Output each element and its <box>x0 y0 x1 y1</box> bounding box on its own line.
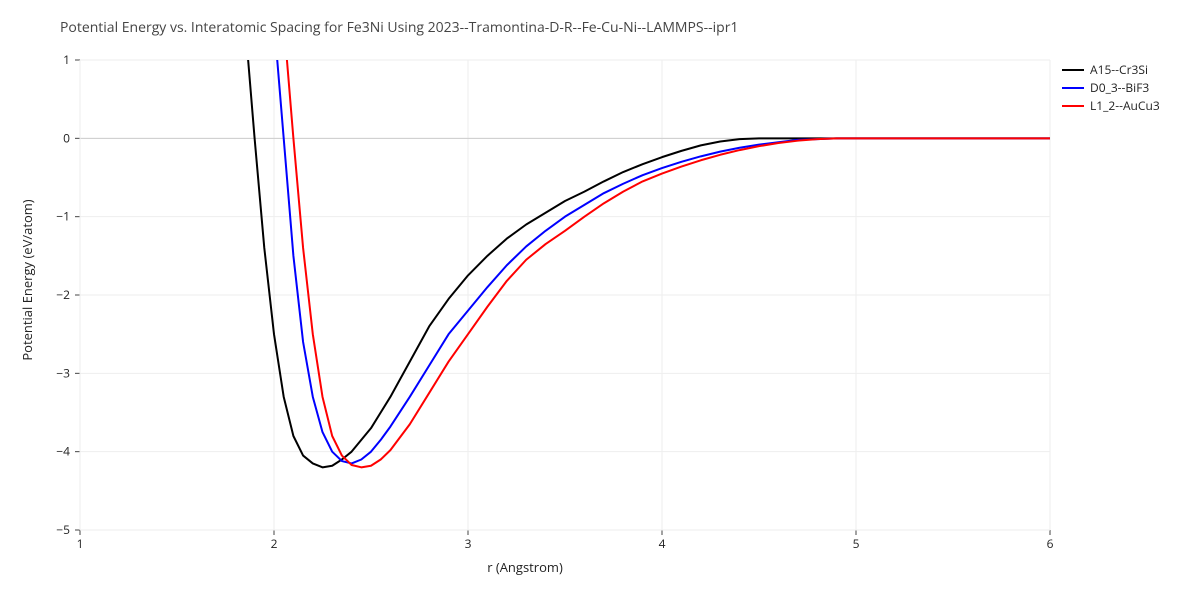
x-axis-label: r (Angstrom) <box>0 558 1050 576</box>
x-tick-label: 4 <box>659 535 666 552</box>
y-tick-label: −3 <box>56 364 70 381</box>
x-tick-label: 1 <box>77 535 84 552</box>
y-axis-label: Potential Energy (eV/atom) <box>18 160 36 400</box>
x-tick-label: 5 <box>853 535 860 552</box>
y-tick-label: 0 <box>63 129 70 146</box>
legend-label[interactable]: A15--Cr3Si <box>1090 61 1148 78</box>
line-chart: 1 2 3 4 5 6 −5 −4 −3 −2 −1 0 1 A15--Cr3SiD0_3--BiF3L1… <box>0 0 1200 600</box>
y-tick-label: −2 <box>56 286 70 303</box>
x-tick-label: 6 <box>1047 535 1054 552</box>
y-tick-label: −4 <box>56 443 70 460</box>
x-tick-label: 2 <box>271 535 278 552</box>
legend-label[interactable]: L1_2--AuCu3 <box>1090 97 1160 114</box>
y-tick-label: −1 <box>56 208 70 225</box>
series-line <box>264 0 1050 463</box>
y-tick-label: 1 <box>63 51 70 68</box>
series-line <box>235 0 1050 467</box>
y-tick-label: −5 <box>56 521 70 538</box>
x-tick-label: 3 <box>465 535 472 552</box>
legend-label[interactable]: D0_3--BiF3 <box>1090 79 1149 96</box>
